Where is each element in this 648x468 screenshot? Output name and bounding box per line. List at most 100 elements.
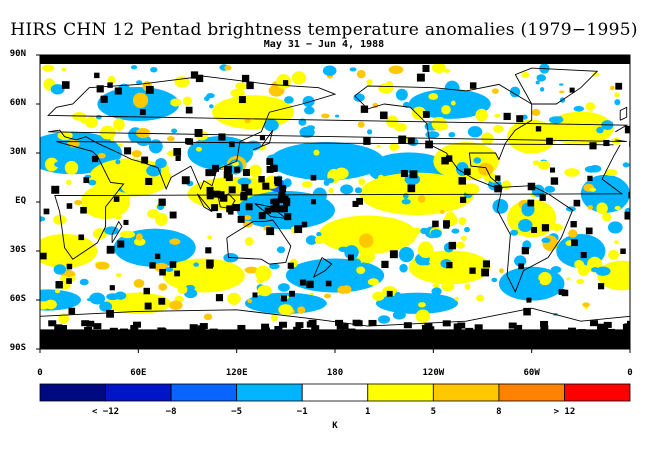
- anomaly-fleck: [89, 292, 106, 305]
- missing-cell: [521, 247, 529, 255]
- missing-cell: [276, 205, 284, 213]
- missing-cell: [379, 111, 388, 120]
- missing-cell: [237, 324, 246, 331]
- missing-cell: [325, 280, 332, 287]
- missing-cell: [232, 204, 240, 212]
- missing-cell: [526, 297, 532, 303]
- colorbar-swatch: [367, 383, 434, 402]
- anomaly-fleck: [316, 231, 322, 237]
- missing-cell: [159, 268, 166, 276]
- anomaly-fleck: [417, 241, 434, 259]
- anomaly-fleck: [150, 66, 158, 73]
- missing-cell: [278, 191, 286, 199]
- anomaly-fleck: [244, 266, 258, 274]
- missing-cell: [169, 261, 177, 268]
- missing-cell: [259, 135, 266, 141]
- anomaly-fleck: [584, 165, 598, 173]
- coastline: [196, 193, 213, 213]
- anomaly-fleck: [417, 195, 426, 203]
- missing-cell: [469, 267, 476, 274]
- missing-cell: [443, 222, 450, 229]
- colorbar-swatch: [498, 383, 565, 402]
- missing-cell: [546, 137, 553, 145]
- missing-cell: [211, 204, 219, 212]
- missing-cell: [603, 321, 612, 328]
- anomaly-fleck: [535, 80, 540, 85]
- anomaly-fleck: [499, 268, 504, 274]
- anomaly-fleck: [276, 246, 286, 254]
- colorbar-label: 1: [365, 407, 371, 417]
- missing-cell: [59, 325, 68, 332]
- anomaly-fleck: [541, 237, 551, 243]
- missing-cell: [442, 320, 451, 327]
- missing-cell: [272, 198, 280, 206]
- colorbar-swatch: [432, 383, 500, 402]
- anomaly-fleck: [550, 223, 563, 232]
- anomaly-fleck: [314, 235, 324, 245]
- anomaly-fleck: [170, 98, 182, 107]
- anomaly-fleck: [263, 119, 279, 132]
- anomaly-fleck: [120, 180, 135, 193]
- anomaly-fleck: [431, 62, 446, 74]
- missing-cell: [149, 262, 156, 269]
- anomaly-fleck: [532, 160, 540, 166]
- anomaly-fleck: [244, 236, 254, 246]
- missing-cell: [264, 207, 271, 214]
- missing-cell: [368, 319, 377, 326]
- anomaly-fleck: [242, 220, 253, 228]
- anomaly-fleck: [602, 212, 612, 222]
- lon-label: 0: [627, 368, 633, 378]
- missing-cell: [81, 320, 90, 327]
- anomaly-fleck: [166, 136, 175, 142]
- anomaly-fleck: [463, 275, 471, 280]
- missing-cell: [416, 73, 425, 82]
- anomaly-fleck: [357, 121, 365, 128]
- anomaly-fleck: [354, 187, 363, 194]
- missing-cell: [389, 250, 398, 259]
- anomaly-fleck: [326, 178, 335, 184]
- anomaly-fleck: [158, 283, 168, 291]
- missing-cell: [258, 176, 265, 183]
- coastline: [354, 83, 533, 190]
- anomaly-fleck: [491, 277, 498, 283]
- missing-cell: [139, 109, 146, 115]
- missing-cell: [570, 221, 577, 228]
- anomaly-fleck: [69, 298, 79, 305]
- missing-cell: [245, 203, 253, 211]
- anomaly-fleck: [451, 228, 460, 234]
- missing-cell: [240, 193, 248, 201]
- missing-cell: [209, 328, 218, 335]
- missing-cell: [109, 285, 115, 291]
- colorbar-swatch: [564, 383, 631, 402]
- missing-cell: [335, 319, 344, 326]
- anomaly-fleck: [614, 205, 621, 211]
- missing-cell: [580, 252, 587, 259]
- missing-cell: [348, 254, 355, 261]
- anomaly-fleck: [95, 261, 110, 270]
- lon-label: 0: [37, 368, 43, 378]
- missing-cell: [280, 295, 288, 302]
- anomaly-fleck: [574, 260, 584, 269]
- anomaly-fleck: [439, 210, 445, 215]
- anomaly-fleck: [118, 143, 123, 147]
- missing-cell: [261, 323, 270, 330]
- anomaly-fleck: [587, 204, 593, 210]
- colorbar-swatch: [170, 383, 238, 402]
- anomaly-fleck: [525, 269, 532, 274]
- coastline: [312, 257, 333, 279]
- anomaly-fleck: [88, 179, 97, 186]
- missing-cell: [80, 206, 87, 214]
- missing-cell: [539, 194, 546, 201]
- missing-cell: [278, 321, 287, 328]
- anomaly-fleck: [148, 139, 163, 154]
- missing-cell: [571, 239, 578, 247]
- missing-cell: [628, 191, 630, 199]
- anomaly-fleck: [476, 294, 485, 302]
- anomaly-patch: [80, 185, 131, 219]
- anomaly-fleck: [306, 125, 316, 131]
- missing-cell: [516, 115, 524, 123]
- anomaly-fleck: [122, 169, 132, 177]
- anomaly-fleck: [41, 64, 55, 72]
- missing-cell: [422, 111, 430, 118]
- missing-cell: [311, 325, 320, 332]
